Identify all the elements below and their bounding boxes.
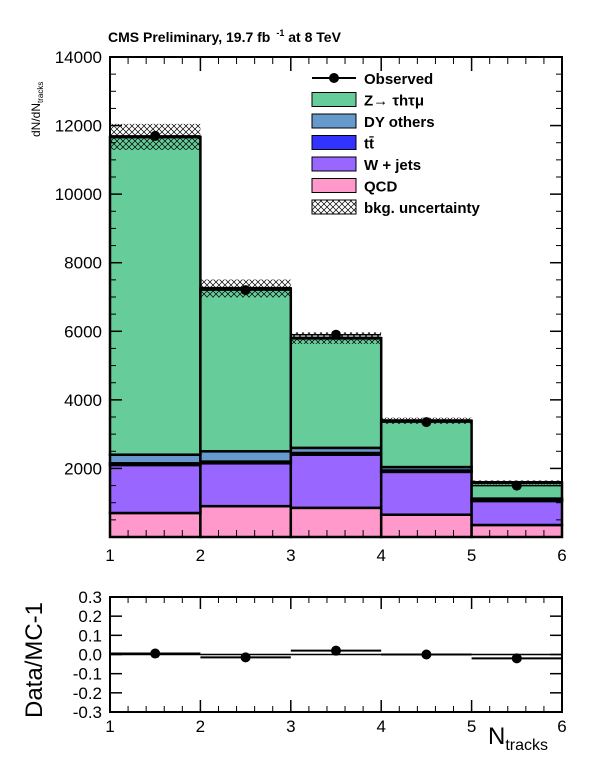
- bar-ztt-4: [379, 419, 473, 469]
- y-tick-label: 6000: [64, 322, 102, 341]
- ratio-y-tick-label: -0.2: [73, 684, 102, 703]
- ratio-y-tick-label: 0.3: [78, 588, 102, 607]
- ratio-point-1: [150, 648, 161, 659]
- legend-swatch: [311, 92, 357, 107]
- main-y-axis: 2000 4000 6000 8000 10000 12000 14000: [55, 48, 562, 521]
- legend-label: W + jets: [364, 157, 421, 174]
- x-tick-label: 5: [467, 546, 476, 565]
- bar-wjets-3: [289, 453, 383, 510]
- main-x-axis: 1 2 3 4 5 6: [105, 57, 567, 565]
- bar-ztt-3: [289, 336, 383, 450]
- x-tick-label: 1: [105, 546, 114, 565]
- ratio-points: [110, 645, 562, 664]
- ratio-point-5: [511, 653, 522, 664]
- y-tick-label: 4000: [64, 391, 102, 410]
- ratio-point-2: [240, 652, 251, 663]
- x-tick-label: 4: [376, 546, 385, 565]
- legend-swatch: [311, 178, 357, 193]
- ratio-x-tick-label: 4: [376, 717, 385, 736]
- legend-label: QCD: [364, 179, 398, 196]
- x-tick-label: 3: [286, 546, 295, 565]
- y-tick-label: 12000: [55, 117, 102, 136]
- ratio-y-axis: -0.3-0.2-0.10.00.10.20.3: [73, 588, 562, 722]
- bar-wjets-5: [470, 499, 564, 527]
- bar-wjets-2: [199, 462, 293, 508]
- observed-point-2: [240, 285, 251, 296]
- x-axis-label: Ntracks: [488, 723, 548, 754]
- observed-point-4: [421, 417, 432, 428]
- legend-hatch-swatch: [311, 199, 357, 215]
- ratio-x-tick-label: 1: [105, 717, 114, 736]
- ratio-point-3: [331, 645, 341, 656]
- y-tick-label: 10000: [55, 185, 102, 204]
- x-tick-label: 6: [557, 546, 566, 565]
- bar-dy_others-1: [108, 453, 202, 465]
- legend: Observed Z→ τhτμ DY others tt̄ W + jets QCD bk…: [311, 71, 481, 217]
- bar-wjets-1: [108, 463, 202, 515]
- ratio-point-4: [421, 649, 432, 660]
- ratio-x-axis: 1 2 3 4 5 6: [105, 597, 567, 736]
- ratio-x-tick-label: 6: [557, 717, 566, 736]
- bar-dy_others-2: [199, 450, 293, 463]
- legend-swatch: [311, 113, 357, 129]
- ratio-y-tick-label: 0.1: [78, 626, 102, 645]
- ratio-x-tick-label: 5: [467, 717, 476, 736]
- x-tick-label: 2: [196, 546, 205, 565]
- ratio-x-tick-label: 3: [286, 717, 295, 736]
- ratio-y-tick-label: 0.0: [78, 646, 102, 665]
- bar-wjets-4: [379, 470, 473, 516]
- main-plot: 2000 4000 6000 8000 10000 12000 14000 1 2 3 4 5 6 d…: [29, 48, 567, 565]
- chart-title: CMS Preliminary, 19.7 fb -1 at 8 TeV: [108, 28, 342, 45]
- ratio-y-tick-label: 0.2: [78, 607, 102, 626]
- legend-swatch: [311, 156, 357, 172]
- y-tick-label: 8000: [64, 254, 102, 273]
- legend-observed-marker: [329, 73, 339, 83]
- observed-point-5: [511, 480, 522, 491]
- main-y-axis-label: dN/dNtracks: [29, 82, 45, 137]
- ratio-plot: -0.3-0.2-0.10.00.10.20.3 1 2 3 4 5 6 Data/MC-…: [21, 588, 567, 754]
- legend-label: tt̄: [364, 135, 374, 152]
- bar-qcd-5: [470, 523, 564, 539]
- ratio-y-tick-label: -0.1: [73, 665, 102, 684]
- legend-label: bkg. uncertainty: [364, 200, 481, 217]
- y-tick-label: 2000: [64, 459, 102, 478]
- ratio-y-tick-label: -0.3: [73, 703, 102, 722]
- y-tick-label: 14000: [55, 48, 102, 67]
- observed-points: [110, 130, 562, 491]
- legend-swatch: [311, 135, 357, 150]
- bar-qcd-1: [108, 511, 202, 539]
- bar-qcd-4: [379, 513, 473, 539]
- stacked-histogram: [108, 135, 564, 539]
- legend-label: Observed: [364, 71, 433, 88]
- ratio-x-tick-label: 2: [196, 717, 205, 736]
- bar-ztt-1: [108, 135, 202, 456]
- observed-point-3: [331, 329, 341, 340]
- bar-qcd-3: [289, 506, 383, 539]
- ratio-y-axis-label: Data/MC-1: [21, 602, 48, 718]
- bar-ztt-2: [199, 287, 293, 453]
- bar-qcd-2: [199, 504, 293, 539]
- legend-label: Z→ τhτμ: [364, 93, 424, 110]
- observed-point-1: [150, 130, 161, 141]
- legend-label: DY others: [364, 114, 435, 131]
